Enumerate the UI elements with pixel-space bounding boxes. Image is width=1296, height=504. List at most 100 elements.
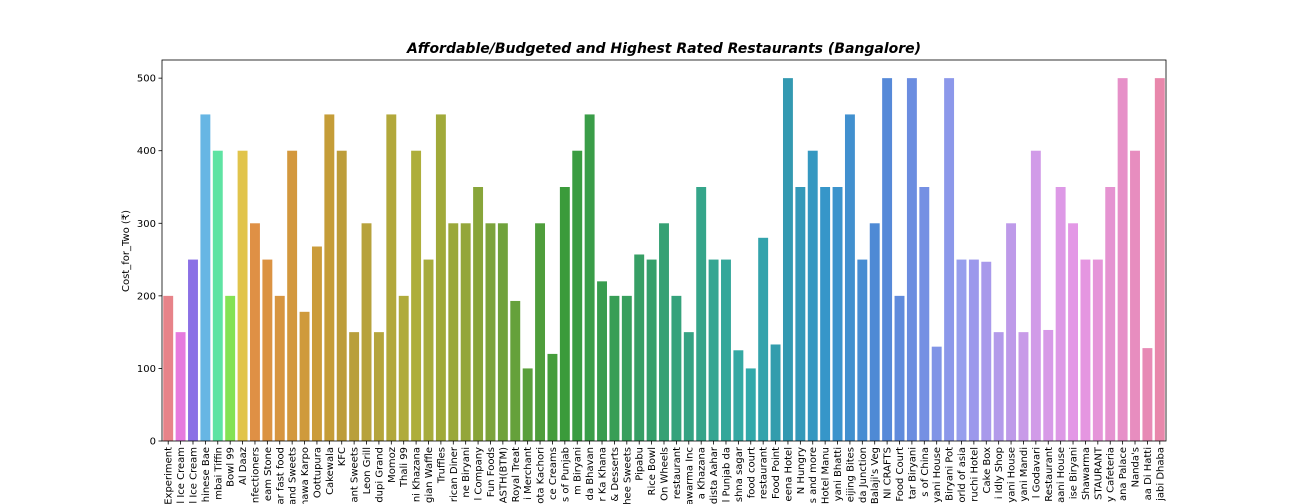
x-tick-label: & Desserts xyxy=(610,447,621,502)
bar xyxy=(795,187,806,441)
bar xyxy=(572,150,583,441)
bar xyxy=(386,114,397,442)
x-tick-label: ota Kachori xyxy=(536,447,547,504)
x-tick-label: Rice Bowl xyxy=(647,447,658,496)
x-tick-label: Truffles xyxy=(436,447,447,484)
bar xyxy=(584,114,595,442)
x-tick-label: Hotel Manu xyxy=(821,447,832,504)
bar xyxy=(473,187,484,441)
bar xyxy=(758,237,769,441)
bar xyxy=(708,259,719,441)
x-tick-label: orld of asia xyxy=(957,447,968,503)
bar xyxy=(1080,259,1091,441)
bar xyxy=(844,114,855,442)
bar xyxy=(634,254,645,441)
bar xyxy=(807,150,818,441)
x-tick-label: a Khazana xyxy=(697,447,708,499)
y-tick-label: 400 xyxy=(137,146,156,157)
x-tick-label: mbai Tiffin xyxy=(213,447,224,500)
x-tick-label: i Merchant xyxy=(523,447,534,500)
bar xyxy=(336,150,347,441)
bar xyxy=(597,281,607,441)
x-tick-label: shna sagar xyxy=(734,446,745,502)
x-tick-label: gian Waffle xyxy=(424,447,435,503)
bar xyxy=(1068,223,1078,441)
bar xyxy=(745,368,756,441)
x-tick-label: tar Biryani xyxy=(907,447,918,499)
x-tick-label: On Wheels xyxy=(660,447,671,501)
x-tick-label: Fun Foods xyxy=(486,447,497,497)
x-tick-label: Bowl 99 xyxy=(226,447,237,487)
bar xyxy=(324,114,335,442)
bar xyxy=(212,150,223,441)
x-tick-label: restaurant xyxy=(759,447,770,499)
bar xyxy=(485,223,496,441)
bar xyxy=(510,300,521,441)
bar xyxy=(1006,223,1017,441)
bar xyxy=(1055,187,1066,441)
x-tick-label: Food Point xyxy=(771,447,782,499)
bar xyxy=(535,223,546,441)
x-tick-label: Food Court xyxy=(895,447,906,502)
bar xyxy=(733,350,744,441)
x-tick-label: rican Diner xyxy=(449,446,460,502)
bar xyxy=(659,223,669,441)
x-tick-label: Pipabu xyxy=(635,447,646,481)
x-tick-label: nfectioners xyxy=(250,447,261,503)
bar xyxy=(460,223,471,441)
bar xyxy=(671,295,682,441)
bar xyxy=(547,353,558,441)
bar xyxy=(1030,150,1041,441)
x-tick-label: l Godavari xyxy=(1031,447,1042,498)
x-tick-label: Royal Treat xyxy=(511,447,522,502)
x-tick-label: Shawarma xyxy=(1081,447,1092,500)
bar xyxy=(262,259,273,441)
bar xyxy=(770,344,781,441)
x-tick-label: hee Sweets xyxy=(622,447,633,504)
x-tick-label: KFC xyxy=(337,447,348,466)
bar xyxy=(721,259,731,441)
bar xyxy=(522,368,533,441)
x-tick-label: Nanda's xyxy=(1131,447,1142,487)
bar xyxy=(1142,348,1153,441)
x-tick-label: yani House xyxy=(932,447,943,503)
x-tick-label: l Ice Cream xyxy=(188,447,199,504)
x-tick-label: Cake Box xyxy=(982,447,993,494)
x-tick-label: Restaurant xyxy=(1044,447,1055,502)
x-tick-label: m Biryani xyxy=(573,447,584,495)
bar xyxy=(696,187,707,441)
bar xyxy=(981,261,992,441)
x-tick-label: yani Mandi xyxy=(1019,447,1030,502)
x-tick-label: l Ice Cream xyxy=(176,447,187,504)
bar xyxy=(1092,259,1103,441)
bar xyxy=(919,187,930,441)
x-tick-label: restaurant xyxy=(672,447,683,499)
bar xyxy=(1018,332,1029,441)
bar xyxy=(435,114,446,442)
x-tick-label: da Bhavan xyxy=(585,447,596,500)
x-tick-label: eena Hotel xyxy=(783,447,794,501)
bar xyxy=(423,259,434,441)
x-tick-label: yani Bhatti xyxy=(833,447,844,501)
x-tick-label: awarma Inc xyxy=(684,447,695,504)
x-tick-label: NI CRAFTS xyxy=(883,447,894,499)
x-tick-label: N Hungry xyxy=(796,447,807,494)
bar xyxy=(882,78,893,441)
bar xyxy=(274,295,285,441)
bar xyxy=(287,150,298,441)
y-axis-label: Cost_for_Two (₹) xyxy=(121,210,132,292)
bar xyxy=(993,332,1004,441)
bar xyxy=(857,259,868,441)
bar xyxy=(225,295,236,441)
chart-title: Affordable/Budgeted and Highest Rated Re… xyxy=(406,41,921,57)
x-tick-label: Al Daaz xyxy=(238,447,249,485)
bar xyxy=(237,150,248,441)
bar xyxy=(968,259,979,441)
bar xyxy=(646,259,657,441)
y-tick-label: 300 xyxy=(137,219,156,230)
x-tick-label: Balaji's Veg xyxy=(870,447,881,504)
bar xyxy=(175,332,186,441)
bar xyxy=(1117,78,1128,441)
bar xyxy=(683,332,694,441)
x-tick-label: Thali 99 xyxy=(399,447,410,488)
